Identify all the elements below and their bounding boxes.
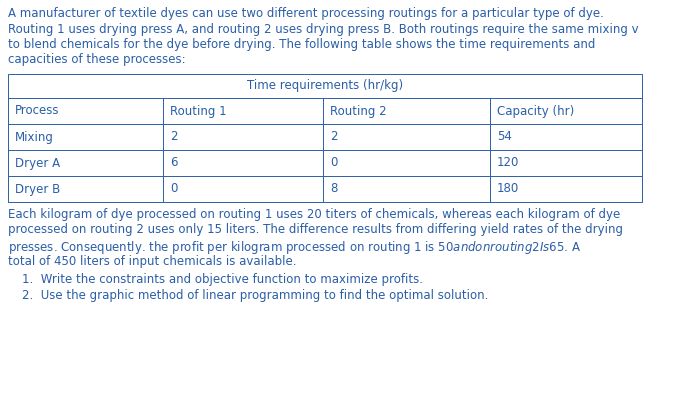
Text: Routing 1 uses drying press A, and routing 2 uses drying press B. Both routings : Routing 1 uses drying press A, and routi…	[8, 23, 639, 36]
Text: Each kilogram of dye processed on routing 1 uses 20 titers of chemicals, whereas: Each kilogram of dye processed on routin…	[8, 208, 620, 221]
Text: 2: 2	[330, 130, 337, 143]
Text: Routing 2: Routing 2	[330, 104, 386, 117]
Text: 6: 6	[170, 156, 177, 170]
Text: total of 450 liters of input chemicals is available.: total of 450 liters of input chemicals i…	[8, 254, 297, 267]
Text: 2.  Use the graphic method of linear programming to find the optimal solution.: 2. Use the graphic method of linear prog…	[22, 288, 489, 301]
Text: to blend chemicals for the dye before drying. The following table shows the time: to blend chemicals for the dye before dr…	[8, 38, 595, 51]
Text: 54: 54	[497, 130, 512, 143]
Text: Mixing: Mixing	[15, 130, 54, 143]
Text: A manufacturer of textile dyes can use two different processing routings for a p: A manufacturer of textile dyes can use t…	[8, 7, 604, 20]
Bar	[8, 74, 642, 202]
Text: Routing 1: Routing 1	[170, 104, 226, 117]
Text: 8: 8	[330, 183, 337, 196]
Text: 1.  Write the constraints and objective function to maximize profits.: 1. Write the constraints and objective f…	[22, 273, 423, 286]
Text: Dryer B: Dryer B	[15, 183, 60, 196]
Text: 0: 0	[170, 183, 177, 196]
Text: processed on routing 2 uses only 15 liters. The difference results from differin: processed on routing 2 uses only 15 lite…	[8, 224, 623, 237]
Text: Capacity (hr): Capacity (hr)	[497, 104, 574, 117]
Text: Dryer A: Dryer A	[15, 156, 60, 170]
Text: capacities of these processes:: capacities of these processes:	[8, 53, 186, 66]
Text: 180: 180	[497, 183, 520, 196]
Text: 120: 120	[497, 156, 520, 170]
Text: Process: Process	[15, 104, 59, 117]
Text: 0: 0	[330, 156, 337, 170]
Text: Time requirements (hr/kg): Time requirements (hr/kg)	[247, 79, 403, 92]
Text: presses. Consequently. the profit per kilogram processed on routing 1 is $50 and: presses. Consequently. the profit per ki…	[8, 239, 581, 256]
Text: 2: 2	[170, 130, 177, 143]
